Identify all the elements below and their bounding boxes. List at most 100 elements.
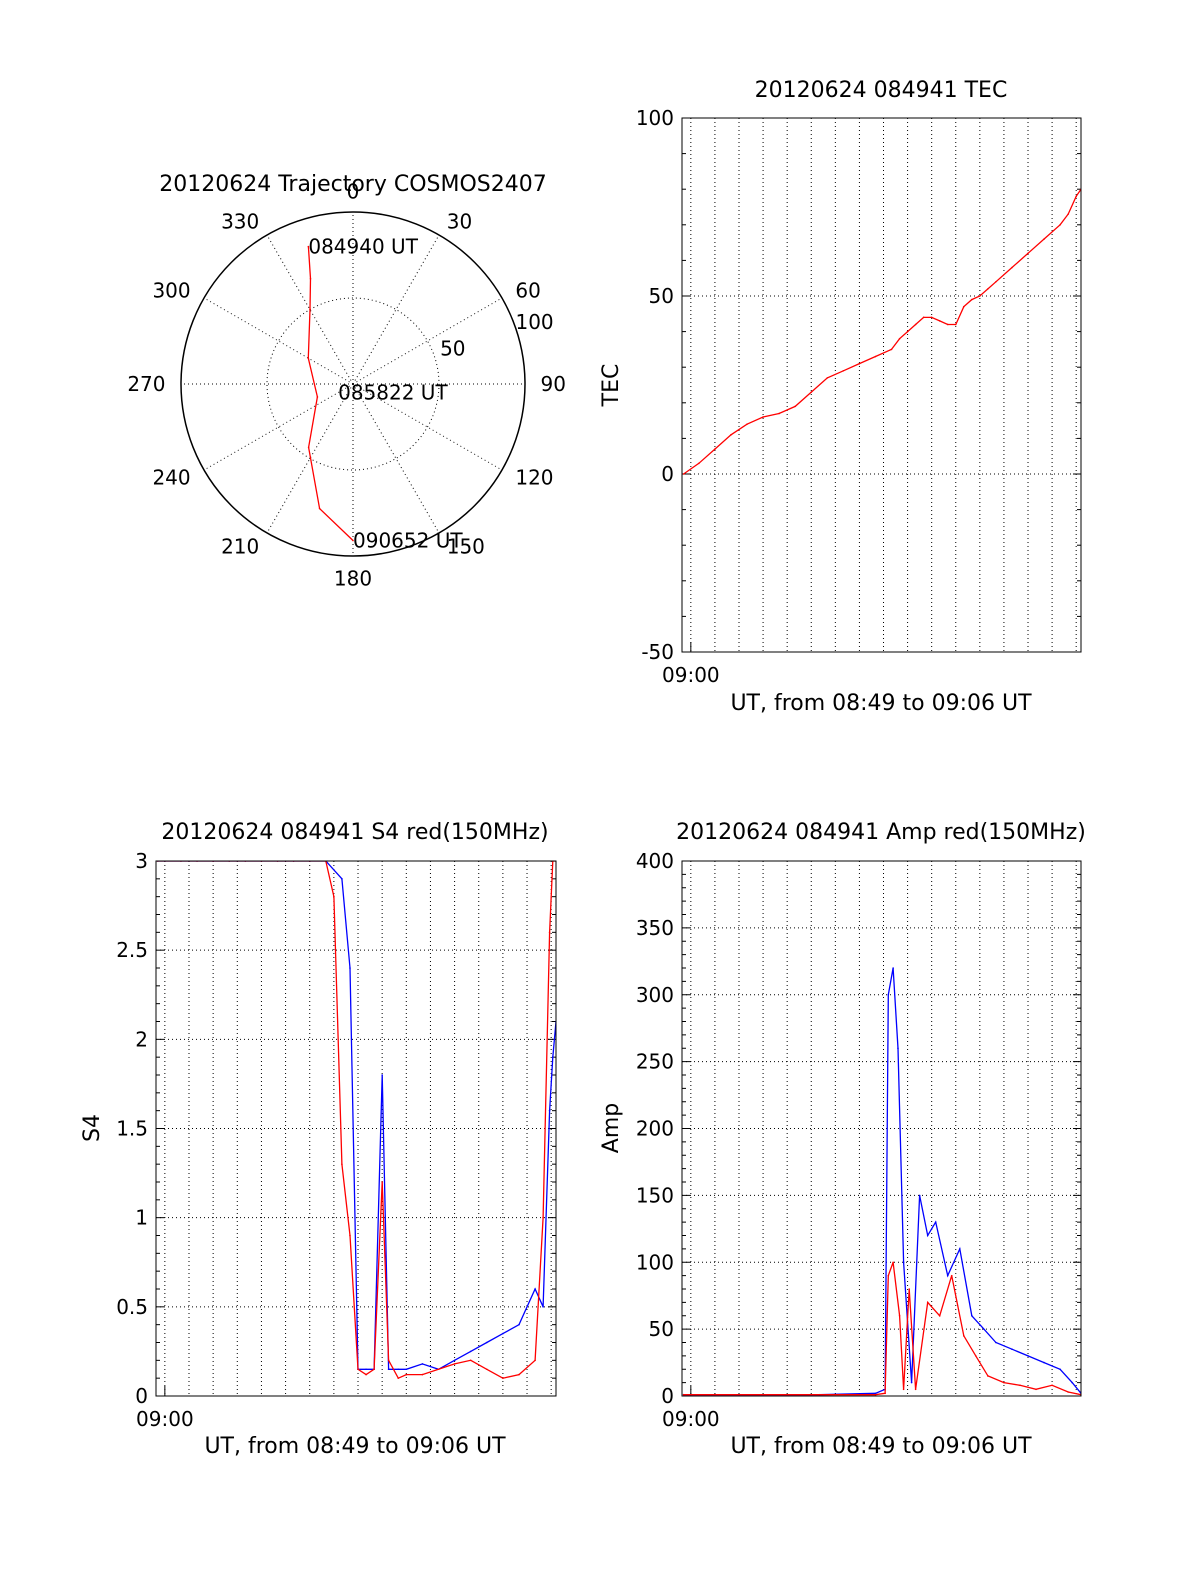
polar-azimuth-label: 120 (515, 466, 553, 490)
amp-data-point (910, 1381, 913, 1384)
tec-panel: 20120624 084941 TEC UT, from 08:49 to 09… (599, 78, 1082, 716)
amp-ytick-label: 100 (636, 1250, 674, 1274)
s4-data-point (469, 1350, 472, 1353)
s4-ytick-label: 1.5 (116, 1117, 148, 1141)
s4-data-point (397, 1377, 400, 1379)
s4-data-point (381, 1181, 383, 1183)
tec-xtick-label: 09:00 (662, 663, 720, 687)
amp-data-point (926, 1301, 929, 1304)
trajectory-line (307, 246, 354, 541)
s4-data-point (548, 1109, 551, 1112)
tec-data-point (954, 323, 957, 326)
polar-azimuth-label: 150 (447, 534, 485, 558)
trajectory-point (309, 277, 312, 280)
s4-data-point (341, 878, 343, 880)
polar-spoke (203, 383, 354, 471)
amp-ytick-label: 250 (636, 1050, 674, 1074)
s4-ytick-label: 3 (135, 849, 148, 873)
amp-data-point (874, 1393, 877, 1396)
s4-data-point (405, 1368, 408, 1371)
amp-data-point (987, 1375, 989, 1377)
tec-data-point (962, 305, 965, 308)
s4-ytick-label: 2 (135, 1027, 148, 1051)
amp-data-point (892, 967, 894, 969)
tec-data-point (714, 448, 716, 450)
s4-data-point (421, 1373, 424, 1376)
s4-data-point (349, 967, 351, 969)
amp-data-point (1003, 1381, 1005, 1384)
amp-ytick-label: 0 (661, 1384, 674, 1408)
tec-data-point (922, 316, 925, 319)
s4-data-point (551, 1056, 554, 1058)
s4-ytick-label: 2.5 (116, 938, 148, 962)
s4-data-point (534, 1288, 536, 1290)
polar-outer-circle (180, 211, 526, 557)
s4-data-point (453, 1363, 456, 1365)
tec-data-point (1067, 213, 1069, 215)
polar-radial-label: 100 (515, 310, 553, 334)
amp-data-point (971, 1314, 973, 1317)
polar-spoke (352, 383, 440, 534)
tec-data-point (1059, 224, 1061, 226)
s4-xtick-label: 09:00 (136, 1407, 194, 1431)
polar-spoke (352, 297, 503, 385)
amp-ylabel: Amp (599, 1103, 624, 1153)
polar-azimuth-label: 180 (334, 566, 372, 590)
tec-ytick-label: 100 (636, 106, 674, 130)
tec-series-line (683, 188, 1081, 475)
s4-data-point (365, 1373, 367, 1376)
amp-data-point (1011, 1348, 1013, 1350)
s4-title: 20120624 084941 S4 red(150MHz) (161, 820, 548, 845)
tec-data-point (906, 330, 909, 333)
tec-data-point (874, 355, 877, 358)
trajectory-time-label: 090652 UT (353, 529, 463, 553)
amp-ytick-label: 50 (649, 1317, 674, 1341)
amp-data-point (1043, 1361, 1045, 1364)
polar-spoke (352, 234, 440, 385)
amp-series-line (683, 967, 1081, 1396)
trajectory-point (318, 507, 321, 510)
tec-data-point (762, 416, 764, 418)
tec-data-point (858, 362, 861, 365)
polar-azimuth-label: 90 (540, 372, 565, 396)
tec-data-point (698, 462, 700, 465)
s4-ytick-label: 1 (135, 1206, 148, 1230)
trajectory-panel: 20120624 Trajectory COSMOS2407 0 30 60 90 12… (127, 172, 566, 590)
s4-series-line (157, 861, 556, 1371)
amp-data-point (1071, 1381, 1073, 1384)
amp-data-point (884, 1392, 886, 1395)
s4-data-point (437, 1368, 440, 1371)
s4-data-point (373, 1368, 375, 1371)
amp-data-point (874, 1392, 877, 1395)
amp-ytick-label: 200 (636, 1117, 674, 1141)
s4-data-point (518, 1323, 520, 1326)
tec-data-point (971, 298, 973, 301)
s4-data-point (341, 1163, 343, 1165)
polar-spoke (203, 297, 354, 385)
tec-data-point (890, 348, 893, 351)
s4-ytick-label: 0.5 (116, 1295, 148, 1319)
trajectory-time-label: 084940 UT (308, 235, 418, 259)
s4-data-point (542, 1216, 544, 1219)
s4-data-point (333, 895, 335, 898)
amp-data-point (908, 1288, 910, 1290)
tec-title: 20120624 084941 TEC (755, 78, 1008, 103)
tec-data-point (1011, 266, 1013, 269)
tec-data-point (778, 412, 780, 415)
amp-ytick-label: 300 (636, 983, 674, 1007)
amp-data-point (1035, 1388, 1037, 1391)
trajectory-point (307, 357, 310, 360)
tec-xlabel: UT, from 08:49 to 09:06 UT (730, 691, 1032, 716)
tec-data-point (810, 391, 813, 393)
amp-data-point (983, 1328, 985, 1330)
s4-data-point (387, 1359, 390, 1362)
s4-data-point (518, 1373, 520, 1376)
s4-data-point (453, 1359, 456, 1362)
tec-data-point (898, 337, 901, 340)
amp-ytick-label: 150 (636, 1183, 674, 1207)
tec-data-point (826, 377, 829, 379)
s4-data-point (502, 1377, 504, 1379)
s4-data-point (405, 1373, 408, 1376)
tec-plot-frame (681, 117, 1082, 653)
polar-azimuth-label: 300 (152, 278, 190, 302)
